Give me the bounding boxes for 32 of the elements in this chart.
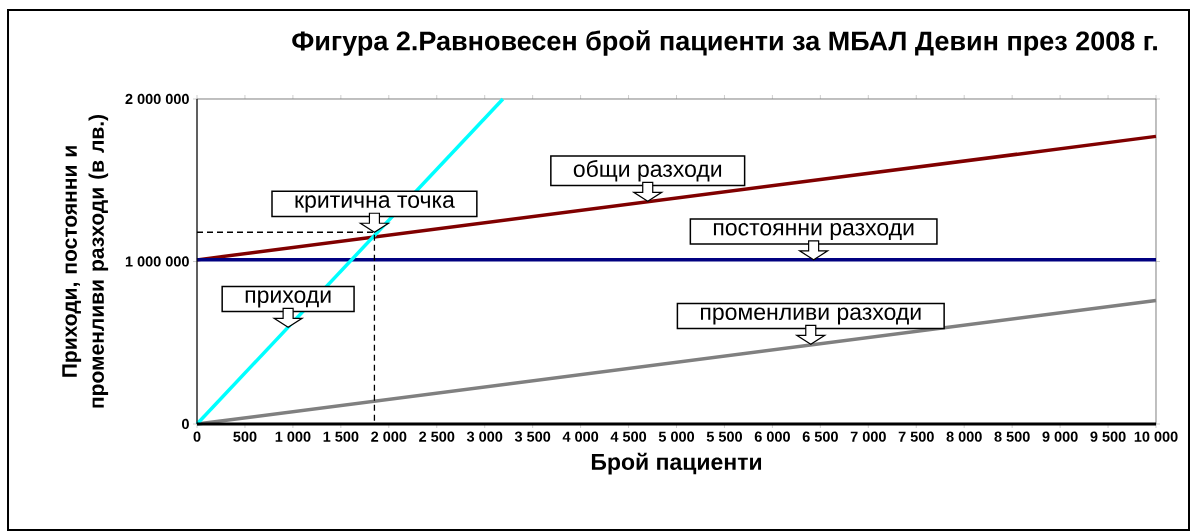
x-tick-label: 500	[233, 431, 257, 442]
x-tick-label: 10 000	[1134, 431, 1178, 442]
x-tick-label: 0	[193, 431, 201, 442]
annotation: критична точка	[295, 195, 455, 213]
x-tick-label: 2 000	[371, 431, 407, 442]
x-axis-title: Брой пациенти	[591, 452, 762, 475]
x-tick-label: 8 000	[946, 431, 982, 442]
x-tick-label: 3 500	[514, 431, 551, 442]
y-tick-label: 2 000 000	[125, 93, 189, 105]
x-tick-label: 9 000	[1042, 431, 1078, 442]
annotation: приходи	[245, 290, 331, 308]
x-tick-label: 5 500	[706, 431, 742, 442]
chart-title: Фигура 2.Равновесен брой пациенти за МБАЛ Девин през 2008 г.	[292, 30, 1157, 56]
x-tick-label: 2 500	[419, 431, 455, 442]
x-tick-label: 4 000	[562, 431, 599, 442]
x-tick-label: 7 000	[850, 431, 886, 442]
x-tick-label: 1 500	[323, 431, 359, 442]
x-tick-label: 8 500	[994, 431, 1030, 442]
y-tick-label: 1 000 000	[125, 256, 189, 267]
x-tick-label: 6 500	[802, 431, 838, 442]
x-tick-label: 6 000	[754, 431, 790, 442]
annotation: общи разходи	[573, 159, 722, 182]
x-tick-label: 9 500	[1090, 431, 1126, 442]
x-tick-label: 1 000	[275, 431, 311, 442]
annotation: постоянни разходи	[713, 222, 914, 241]
x-tick-label: 4 500	[610, 431, 647, 442]
annotation: променливи разходи	[701, 307, 921, 325]
x-tick-label: 7 500	[898, 431, 934, 442]
x-tick-label: 5 000	[658, 431, 695, 442]
y-axis-title: Приходи, постоянни и променливи разходи (в лв.)	[62, 114, 109, 408]
x-tick-label: 3 000	[466, 431, 503, 442]
y-tick-label: 0	[182, 418, 189, 430]
